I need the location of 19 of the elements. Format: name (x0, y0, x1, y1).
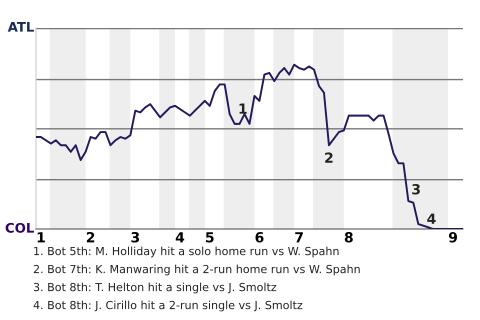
annotation: 4 (427, 214, 436, 224)
x-tick-label: 9 (448, 232, 458, 243)
text: 3. Bot 8th: T. Helton hit a single vs J. Smoltz (34, 282, 276, 294)
x-tick-label: 6 (255, 232, 264, 243)
annotation: 1 (240, 104, 247, 114)
annotation: 2 (325, 152, 333, 163)
text: ATL (8, 22, 34, 32)
x-tick-label: 7 (295, 232, 303, 242)
x-tick-label: 1 (38, 232, 45, 242)
x-tick-label: 3 (131, 232, 140, 243)
text: 4. Bot 8th: J. Cirillo hit a 2-run single vs J. Smoltz (34, 300, 302, 312)
x-tick-label: 8 (344, 232, 353, 243)
x-tick-label: 5 (206, 232, 214, 243)
text: 2. Bot 7th: K. Manwaring hit a 2-run home run vs W. Spahn (34, 264, 360, 276)
annotation: 3 (412, 184, 420, 194)
x-tick-label: 2 (86, 232, 94, 242)
text: 1. Bot 5th: M. Holliday hit a solo home run vs W. Spahn (34, 246, 339, 258)
x-tick-label: 4 (176, 232, 184, 242)
text: COL (6, 222, 34, 233)
